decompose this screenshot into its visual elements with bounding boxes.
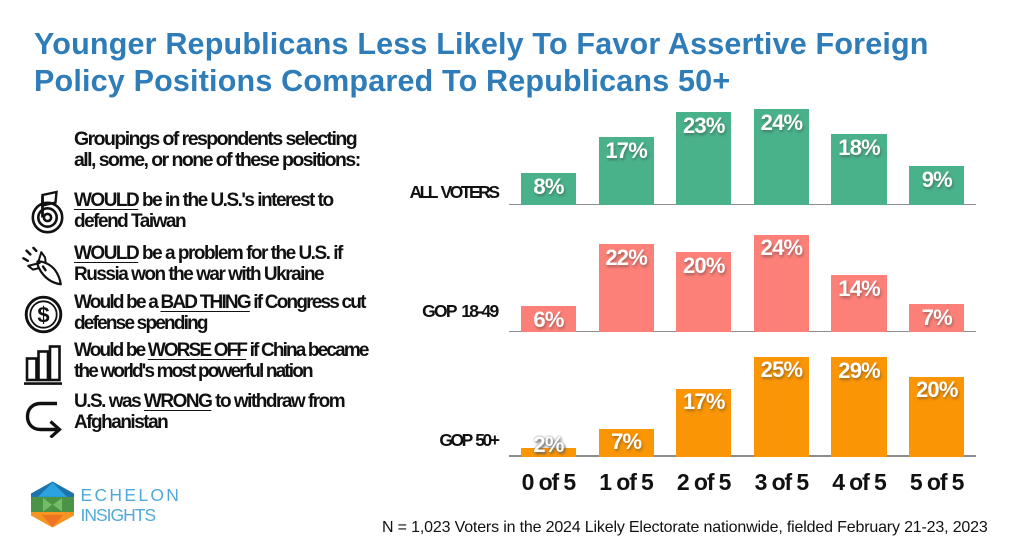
svg-text:$: $	[37, 303, 49, 328]
